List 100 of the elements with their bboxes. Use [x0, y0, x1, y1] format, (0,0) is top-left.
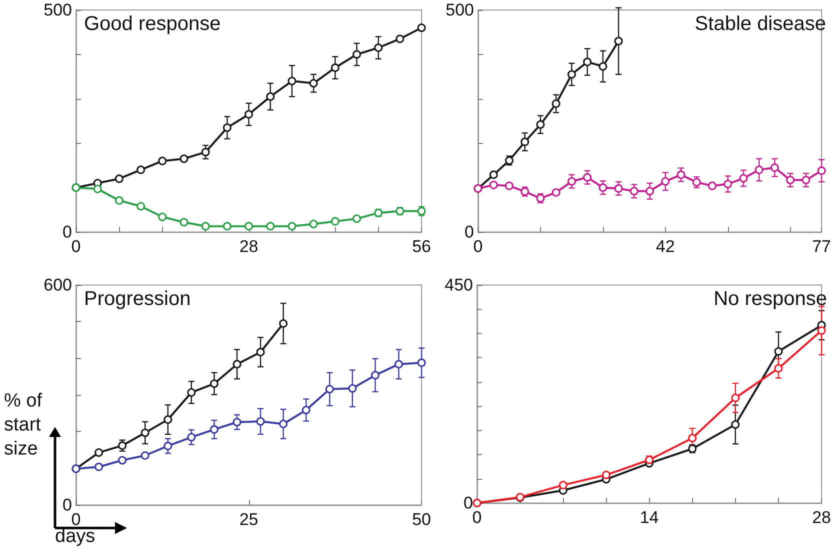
x-tick-label: 42	[656, 237, 675, 256]
point	[256, 348, 265, 356]
point	[232, 418, 242, 426]
y-axis-title: % of start size	[4, 390, 48, 460]
point	[417, 358, 426, 367]
point	[158, 156, 167, 166]
x-tick-label: 50	[412, 510, 432, 529]
x-tick-label: 25	[239, 510, 258, 529]
y-tick-label: 0	[464, 222, 474, 242]
point	[374, 43, 383, 52]
y-tick-label: 500	[44, 0, 72, 20]
point	[583, 58, 592, 66]
point	[164, 442, 172, 450]
point	[118, 441, 127, 450]
point	[118, 456, 127, 465]
point	[489, 180, 498, 190]
point	[140, 451, 150, 460]
point	[187, 432, 196, 442]
y-tick-label: 500	[446, 0, 474, 20]
point	[598, 183, 608, 192]
point	[232, 360, 242, 368]
point	[645, 456, 654, 464]
point	[309, 79, 318, 88]
point	[187, 388, 196, 397]
point	[802, 176, 810, 184]
point	[164, 415, 172, 424]
point	[661, 177, 670, 186]
point	[222, 222, 232, 230]
point	[817, 326, 826, 335]
point	[352, 50, 362, 59]
point	[352, 214, 362, 223]
chart-title: No response	[714, 288, 828, 310]
point	[536, 120, 545, 129]
y-tick-label: 450	[444, 276, 473, 294]
point	[552, 99, 560, 108]
point	[817, 166, 826, 175]
point	[244, 222, 254, 230]
point	[210, 379, 218, 388]
point	[630, 186, 638, 196]
point	[158, 212, 167, 222]
point	[222, 123, 232, 132]
point	[201, 148, 210, 156]
point	[692, 178, 701, 187]
y-tick-label: 0	[62, 496, 72, 514]
point	[288, 222, 296, 230]
x-tick-label: 28	[812, 508, 832, 527]
x-axis-title: days	[55, 526, 96, 547]
point	[325, 384, 334, 394]
point	[114, 174, 124, 183]
point	[330, 217, 340, 226]
point	[394, 360, 403, 368]
point	[256, 417, 265, 426]
y-tick-label: 0	[62, 222, 72, 242]
point	[739, 174, 748, 183]
point	[504, 182, 514, 190]
point	[688, 434, 697, 442]
point	[93, 184, 102, 194]
point	[94, 462, 104, 472]
x-tick-label: 77	[812, 237, 832, 256]
point	[348, 384, 357, 393]
point	[598, 62, 608, 71]
point	[774, 347, 783, 356]
chart-title: Stable disease	[694, 13, 826, 35]
point	[520, 138, 530, 146]
point	[266, 222, 275, 230]
y-tick-label: 600	[44, 276, 72, 294]
point	[676, 170, 686, 179]
point	[558, 480, 568, 490]
point	[396, 34, 404, 44]
point	[201, 222, 210, 230]
point	[180, 154, 188, 163]
point	[140, 428, 150, 438]
point	[136, 202, 146, 210]
point	[602, 470, 610, 480]
point	[180, 218, 188, 226]
y-tick-label: 0	[464, 494, 473, 512]
point	[567, 177, 576, 186]
point	[136, 166, 146, 174]
point	[567, 70, 576, 79]
point	[417, 24, 426, 32]
point	[279, 420, 288, 428]
point	[302, 406, 310, 414]
point	[708, 182, 716, 190]
point	[754, 166, 764, 174]
point	[583, 173, 592, 182]
point	[552, 188, 560, 197]
point	[614, 184, 623, 193]
point	[614, 36, 623, 46]
point	[371, 370, 380, 380]
point	[724, 180, 732, 188]
point	[279, 319, 288, 328]
point	[114, 196, 124, 205]
x-tick-label: 14	[640, 508, 659, 527]
chart-title: Progression	[84, 288, 191, 310]
point	[731, 394, 740, 402]
point	[94, 448, 104, 457]
point	[489, 170, 498, 179]
point	[210, 425, 218, 434]
point	[774, 364, 783, 373]
point	[288, 76, 296, 86]
